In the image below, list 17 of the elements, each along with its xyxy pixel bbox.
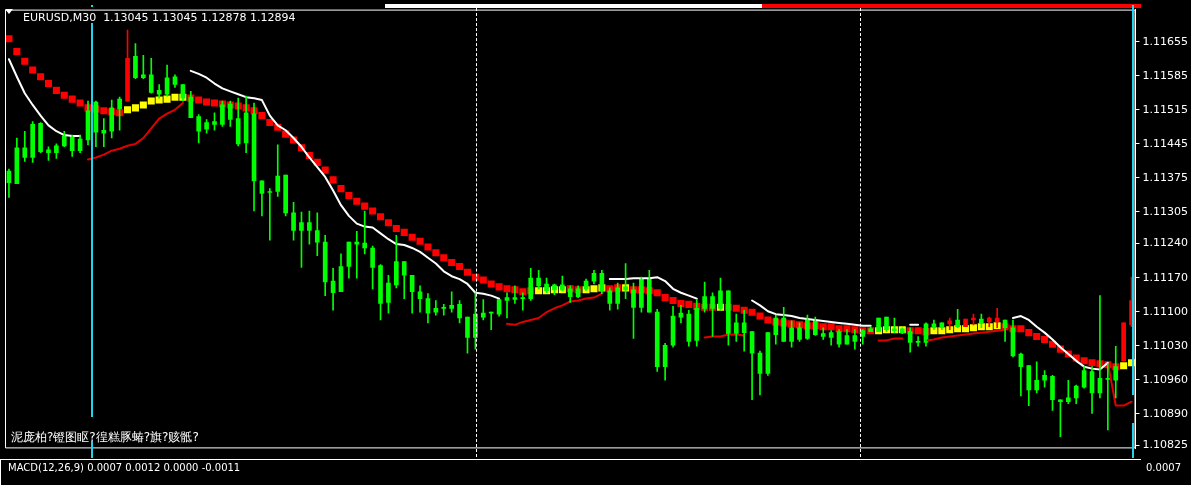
y-tick-label: 1.10960 xyxy=(1142,372,1189,386)
text: MACD(12,26,9) 0.0007 0.0012 0.0000 -0.0011 xyxy=(8,462,241,473)
y-tick-label: 1.11100 xyxy=(1142,304,1189,318)
y-tick-label: 1.11030 xyxy=(1142,338,1189,352)
y-tick-label: 1.10890 xyxy=(1142,406,1189,420)
y-tick-label: 1.11515 xyxy=(1142,102,1189,116)
annotation: 泥庞柏?镫图眍?徨糕豚蝽?旗?赅骶? xyxy=(11,429,199,444)
y-tick-label: 1.11375 xyxy=(1142,170,1189,184)
y-tick-label: 1.11170 xyxy=(1142,270,1189,284)
y-tick-label: 1.11305 xyxy=(1142,204,1189,218)
text: 0.0007 xyxy=(1146,462,1181,473)
chart-title: EURUSD,M30 1.13045 1.13045 1.12878 1.12894 xyxy=(23,11,296,25)
y-tick-label: 1.11240 xyxy=(1142,236,1189,250)
y-tick-label: 1.11655 xyxy=(1142,34,1189,48)
y-tick-label: 1.10825 xyxy=(1142,438,1189,452)
y-tick-label: 1.11445 xyxy=(1142,136,1189,150)
y-tick-label: 1.11585 xyxy=(1142,68,1189,82)
